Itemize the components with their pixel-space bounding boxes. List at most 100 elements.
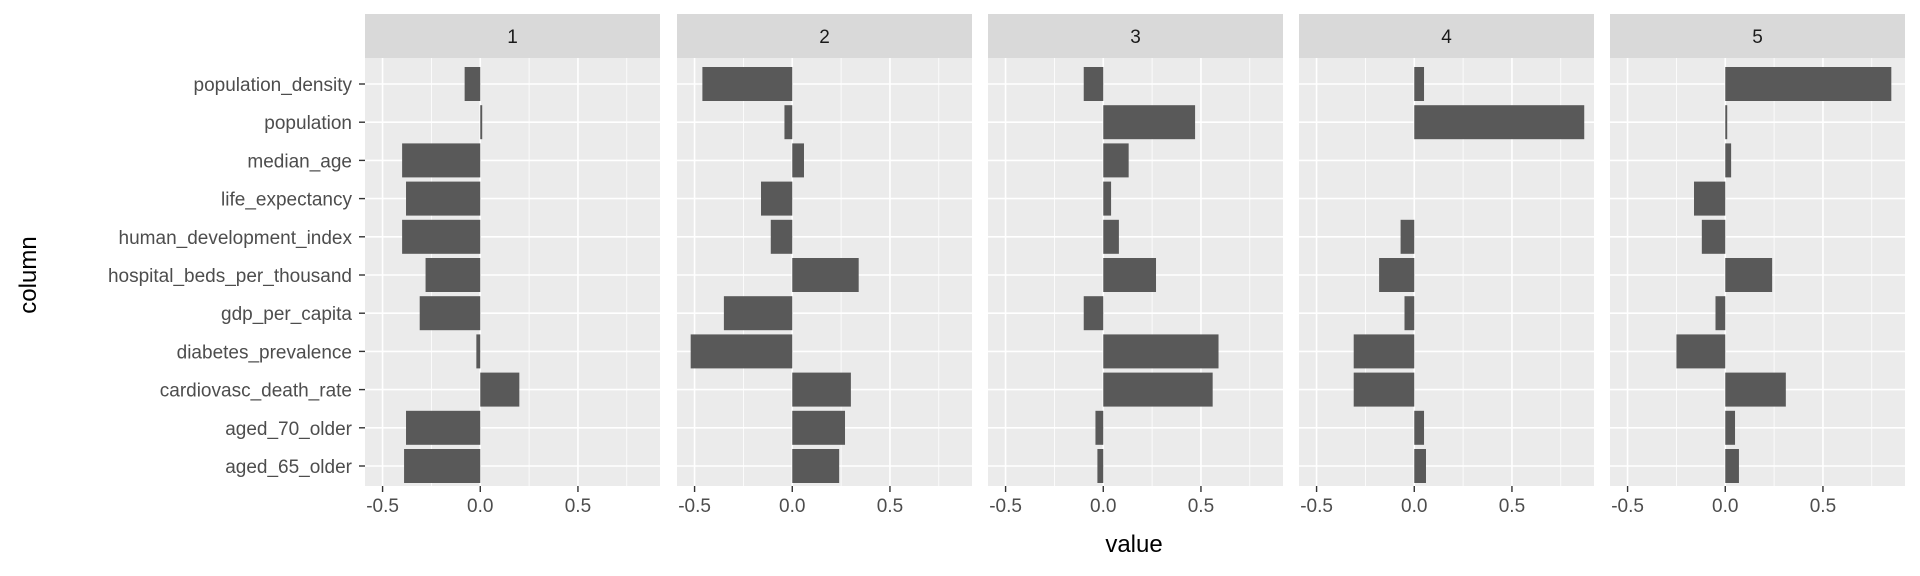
bar-aged-70-older bbox=[406, 410, 481, 445]
bar-hospital-beds-per-thousand bbox=[1103, 258, 1157, 292]
y-axis-labels: population_density population median_ageli… bbox=[108, 75, 365, 478]
bar-population-density bbox=[1083, 67, 1104, 101]
x-tick-label: 0.0 bbox=[1712, 496, 1738, 517]
bar-cardiovasc-death-rate bbox=[1353, 372, 1415, 407]
bar-gdp-per-capita bbox=[723, 296, 793, 331]
bar-aged-65-older bbox=[1725, 449, 1739, 483]
x-tick-label: -0.5 bbox=[678, 496, 711, 517]
facet-strip-label: 5 bbox=[1752, 27, 1763, 48]
x-tick-label: -0.5 bbox=[1611, 496, 1644, 517]
bar-aged-70-older bbox=[1095, 410, 1104, 445]
facet-strip bbox=[1610, 14, 1905, 58]
facet-panel-5: 5 -0.5 0.0 0.5 bbox=[1610, 14, 1905, 517]
x-tick-label: 0.5 bbox=[1810, 496, 1836, 517]
bar-median-age bbox=[792, 143, 804, 178]
bar-life-expectancy bbox=[406, 181, 481, 216]
bar-diabetes-prevalence bbox=[1353, 334, 1415, 369]
bar-human-development-index bbox=[1701, 219, 1726, 254]
x-tick-label: 0.0 bbox=[467, 496, 493, 517]
bar-life-expectancy bbox=[761, 181, 793, 216]
y-label-gdp-per-capita: gdp_per_capita bbox=[221, 304, 352, 325]
bar-human-development-index bbox=[1103, 219, 1119, 254]
bar-population bbox=[1725, 105, 1728, 140]
bar-hospital-beds-per-thousand bbox=[1725, 258, 1773, 292]
facet-panels: 1 -0.5 0.0 0.5 2 -0.5 0.0 0.5 3 -0.5 0.0 0.5 4 -0.5 0.… bbox=[365, 14, 1905, 517]
facet-strip-label: 3 bbox=[1130, 27, 1141, 48]
bar-median-age bbox=[402, 143, 481, 178]
bar-median-age bbox=[1103, 143, 1129, 178]
y-label-diabetes-prevalence: diabetes_prevalence bbox=[177, 342, 352, 363]
bar-diabetes-prevalence bbox=[1103, 334, 1219, 369]
bar-human-development-index bbox=[770, 219, 793, 254]
bar-population-density bbox=[464, 67, 481, 101]
bar-median-age bbox=[1725, 143, 1732, 178]
bar-human-development-index bbox=[402, 219, 481, 254]
bar-population-density bbox=[1725, 67, 1892, 101]
bar-cardiovasc-death-rate bbox=[1725, 372, 1786, 407]
facet-panel-3: 3 -0.5 0.0 0.5 bbox=[988, 14, 1283, 517]
bar-population bbox=[480, 105, 483, 140]
bar-aged-65-older bbox=[1097, 449, 1104, 483]
y-label-hospital-beds-per-thousand: hospital_beds_per_thousand bbox=[108, 266, 352, 287]
bar-population bbox=[784, 105, 793, 140]
x-tick-label: 0.0 bbox=[1090, 496, 1116, 517]
x-tick-label: 0.0 bbox=[779, 496, 805, 517]
bar-population-density bbox=[702, 67, 793, 101]
y-label-life-expectancy: life_expectancy bbox=[221, 190, 352, 211]
x-tick-label: 0.0 bbox=[1401, 496, 1427, 517]
facet-strip bbox=[365, 14, 660, 58]
bar-life-expectancy bbox=[1103, 181, 1112, 216]
facet-strip bbox=[1299, 14, 1594, 58]
facet-strip-label: 1 bbox=[507, 27, 518, 48]
bar-human-development-index bbox=[1400, 219, 1415, 254]
bar-cardiovasc-death-rate bbox=[792, 372, 851, 407]
y-label-population: population bbox=[264, 113, 352, 134]
bar-population bbox=[1103, 105, 1196, 140]
bar-diabetes-prevalence bbox=[476, 334, 481, 369]
bar-aged-65-older bbox=[792, 449, 840, 483]
facet-strip-label: 4 bbox=[1441, 27, 1452, 48]
bar-cardiovasc-death-rate bbox=[1103, 372, 1213, 407]
bar-population-density bbox=[1414, 67, 1425, 101]
bar-diabetes-prevalence bbox=[690, 334, 793, 369]
bar-aged-65-older bbox=[1414, 449, 1426, 483]
bar-aged-65-older bbox=[404, 449, 481, 483]
bar-gdp-per-capita bbox=[1083, 296, 1104, 331]
bar-life-expectancy bbox=[1694, 181, 1726, 216]
bar-aged-70-older bbox=[1414, 410, 1425, 445]
facet-strip bbox=[988, 14, 1283, 58]
y-label-population-density: population_density bbox=[194, 75, 353, 96]
x-tick-label: 0.5 bbox=[565, 496, 591, 517]
y-label-median-age: median_age bbox=[247, 151, 352, 172]
y-label-aged-65-older: aged_65_older bbox=[225, 457, 352, 478]
x-tick-label: -0.5 bbox=[366, 496, 399, 517]
x-tick-label: 0.5 bbox=[877, 496, 903, 517]
x-tick-label: 0.5 bbox=[1499, 496, 1525, 517]
bar-population bbox=[1414, 105, 1585, 140]
y-label-cardiovasc-death-rate: cardiovasc_death_rate bbox=[160, 381, 352, 402]
y-label-aged-70-older: aged_70_older bbox=[225, 419, 352, 440]
bar-diabetes-prevalence bbox=[1676, 334, 1726, 369]
facet-panel-2: 2 -0.5 0.0 0.5 bbox=[677, 14, 972, 517]
facet-strip-label: 2 bbox=[819, 27, 830, 48]
x-tick-label: -0.5 bbox=[989, 496, 1022, 517]
bar-gdp-per-capita bbox=[419, 296, 481, 331]
bar-aged-70-older bbox=[1725, 410, 1736, 445]
bar-cardiovasc-death-rate bbox=[480, 372, 520, 407]
y-axis-title: column bbox=[15, 236, 42, 313]
bar-hospital-beds-per-thousand bbox=[425, 258, 481, 292]
bar-hospital-beds-per-thousand bbox=[792, 258, 859, 292]
facet-strip bbox=[677, 14, 972, 58]
bar-gdp-per-capita bbox=[1404, 296, 1415, 331]
x-tick-label: 0.5 bbox=[1188, 496, 1214, 517]
facet-panel-1: 1 -0.5 0.0 0.5 bbox=[365, 14, 660, 517]
x-tick-label: -0.5 bbox=[1300, 496, 1333, 517]
bar-aged-70-older bbox=[792, 410, 846, 445]
bar-gdp-per-capita bbox=[1715, 296, 1726, 331]
facet-panel-4: 4 -0.5 0.0 0.5 bbox=[1299, 14, 1594, 517]
y-label-human-development-index: human_development_index bbox=[119, 228, 353, 249]
bar-hospital-beds-per-thousand bbox=[1379, 258, 1415, 292]
x-axis-title: value bbox=[1105, 531, 1162, 558]
